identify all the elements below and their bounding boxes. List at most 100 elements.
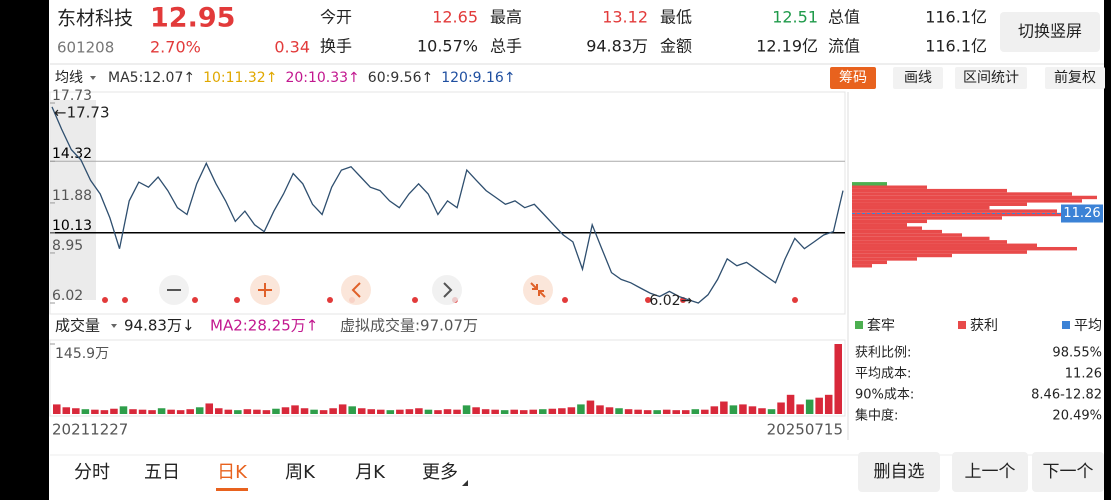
chip-bar <box>852 257 917 261</box>
volume-bar <box>481 409 490 414</box>
volume-bar <box>643 410 652 414</box>
volume-bar <box>396 409 404 414</box>
volume-bar <box>319 410 328 414</box>
chip-stat-label: 集中度: <box>855 408 898 424</box>
chip-stat-value: 98.55% <box>1052 346 1102 361</box>
period-tab[interactable]: 分时 <box>74 462 110 483</box>
volume-title: 成交量 <box>55 317 100 335</box>
volume-virtual: 虚拟成交量:97.07万 <box>340 317 478 335</box>
x-label: 20211227 <box>52 421 128 439</box>
volume-bar <box>453 409 461 414</box>
volume-bar <box>253 409 261 414</box>
volume-bar <box>510 409 518 414</box>
volume-bar <box>739 404 747 414</box>
chip-bar <box>852 260 887 265</box>
chip-bar <box>852 229 942 234</box>
volume-bar <box>701 409 709 414</box>
volume-bar <box>519 410 528 414</box>
stat-value: 94.83万 <box>586 37 648 56</box>
max-annotation: ←17.73 <box>54 104 110 122</box>
volume-bar <box>72 408 80 414</box>
more-icon <box>462 480 468 486</box>
volume-bar <box>338 404 347 414</box>
chip-bar <box>852 182 887 186</box>
volume-bar <box>539 409 547 414</box>
tool-button[interactable] <box>893 67 943 89</box>
volume-bar <box>748 406 757 414</box>
tool-button[interactable] <box>1045 67 1105 89</box>
y-tick-label: 8.95 <box>52 238 83 254</box>
footer-button-label: 上一个 <box>965 462 1016 482</box>
left-edge <box>0 0 49 500</box>
period-tab[interactable]: 日K <box>217 462 248 483</box>
change-pct: 2.70% <box>150 38 201 57</box>
volume-bar <box>53 404 61 414</box>
ma-selector: 均线 <box>55 70 83 86</box>
orientation-button[interactable] <box>1000 12 1100 52</box>
tool-button-label: 前复权 <box>1054 69 1096 86</box>
legend-swatch <box>958 321 966 329</box>
legend-swatch <box>855 321 863 329</box>
stat-label: 今开 <box>320 8 352 27</box>
volume-bar <box>529 409 538 414</box>
ma-item: 10:11.32↑ <box>203 70 277 86</box>
volume-bar <box>138 409 147 414</box>
volume-bar <box>386 410 395 414</box>
period-tab[interactable]: 月K <box>355 462 386 483</box>
volume-bar <box>176 410 185 414</box>
chip-bar <box>852 243 1037 247</box>
legend-label: 获利 <box>970 318 998 334</box>
period-tab[interactable]: 五日 <box>144 462 180 483</box>
volume-bar <box>500 410 509 414</box>
stat-value: 116.1亿 <box>925 8 987 27</box>
volume-frame <box>49 339 846 417</box>
volume-bar <box>720 401 728 414</box>
period-tab[interactable]: 周K <box>285 462 316 483</box>
volume-bar <box>624 409 633 414</box>
chip-bar <box>852 188 1007 193</box>
chip-bar <box>852 223 907 227</box>
volume-bar <box>434 410 442 414</box>
volume-bar <box>348 406 356 414</box>
volume-bar <box>291 405 299 414</box>
footer-button[interactable] <box>1032 452 1104 492</box>
volume-bar <box>148 410 156 414</box>
zoom-controls[interactable] <box>159 275 553 305</box>
chip-bar <box>852 185 927 189</box>
volume-bar <box>615 408 623 414</box>
period-tab[interactable]: 更多 <box>422 462 458 483</box>
tool-button-label: 区间统计 <box>963 70 1019 86</box>
volume-bar <box>672 410 680 414</box>
legend-label: 套牢 <box>867 318 895 334</box>
footer-button-label: 删自选 <box>874 462 925 482</box>
stat-label: 总值 <box>828 8 860 27</box>
volume-bar <box>786 394 795 414</box>
volume-bar <box>100 410 109 414</box>
ma-item: MA5:12.07↑ <box>108 70 195 86</box>
tool-button[interactable] <box>955 67 1027 89</box>
stat-label: 流值 <box>828 37 860 56</box>
chip-stat-label: 获利比例: <box>855 346 911 361</box>
volume-bar <box>186 409 194 414</box>
avg-label: 11.26 <box>1063 206 1100 221</box>
volume-bar <box>596 405 604 414</box>
chip-bar <box>852 195 1097 200</box>
y-tick-label: 10.13 <box>52 218 92 234</box>
volume-bar <box>81 409 90 414</box>
footer-button[interactable] <box>858 452 940 492</box>
volume-bar <box>548 408 557 414</box>
stock-price: 12.95 <box>150 3 235 34</box>
volume-bar <box>815 397 823 414</box>
ma-item: 20:10.33↑ <box>285 70 359 86</box>
ma-item: 120:9.16↑ <box>441 70 515 86</box>
change: 0.34 <box>274 38 310 57</box>
volume-bar <box>443 409 452 414</box>
footer-button[interactable] <box>952 452 1028 492</box>
volume-bar <box>195 407 204 414</box>
dropdown-icon <box>90 76 96 80</box>
chip-stat-label: 平均成本: <box>855 367 911 382</box>
tool-button[interactable] <box>830 67 876 89</box>
volume-latest: 94.83万↓ <box>124 317 195 335</box>
stock-name: 东材科技 <box>57 8 133 30</box>
volume-bar <box>558 408 566 414</box>
